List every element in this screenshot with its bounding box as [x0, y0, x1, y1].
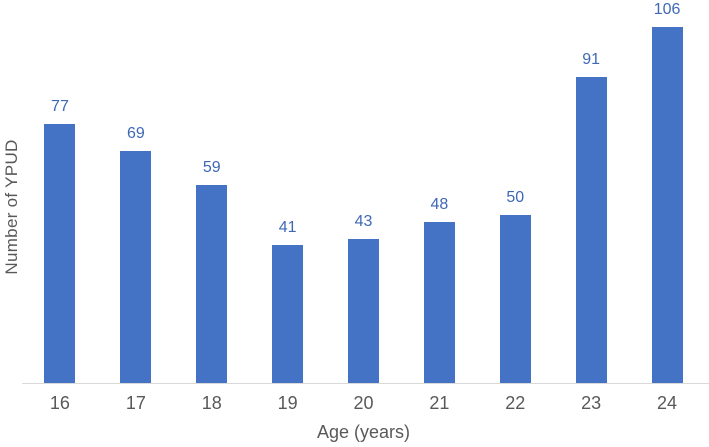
x-tick-label: 18: [201, 393, 222, 413]
bar-slot: 48: [401, 0, 477, 383]
bar: [575, 77, 607, 383]
bar-slot: 41: [250, 0, 326, 383]
bar: [423, 222, 455, 383]
bar-value-label: 48: [430, 196, 449, 213]
bar: [196, 185, 228, 383]
bar: [499, 215, 531, 383]
bar-slot: 69: [98, 0, 174, 383]
bar-value-label: 77: [51, 98, 69, 115]
bar: [272, 245, 304, 383]
bar-value-label: 50: [506, 189, 525, 206]
x-tick-label: 19: [277, 393, 298, 413]
x-axis-ticks: 16 17 18 19 20 21 22 23 24: [22, 393, 705, 414]
bar-value-label: 69: [126, 125, 145, 142]
bar-slot: 59: [174, 0, 250, 383]
x-tick-label: 23: [581, 393, 602, 413]
bar-slot: 43: [326, 0, 402, 383]
bar: [44, 124, 76, 383]
bar-value-label: 43: [354, 213, 373, 230]
x-tick-label: 21: [429, 393, 450, 413]
bar-value-label: 91: [582, 51, 601, 68]
x-tick-label: 20: [353, 393, 374, 413]
bar: [120, 151, 152, 383]
bar-slot: 77: [22, 0, 98, 383]
x-tick-label: 17: [125, 393, 146, 413]
bar-slot: 50: [477, 0, 553, 383]
x-tick-label: 22: [505, 393, 526, 413]
bar-value-label: 41: [278, 219, 297, 236]
plot-area: 77 69 59 41 43 48 50 91 106: [22, 0, 705, 383]
bar-slot: 106: [629, 0, 705, 383]
bar: [348, 239, 379, 383]
x-axis-title: Age (years): [316, 422, 411, 442]
bar-value-label: 59: [202, 159, 221, 176]
bar-value-label: 106: [653, 1, 681, 18]
x-axis-line: [22, 383, 709, 384]
y-axis-title: Number of YPUD: [2, 139, 21, 275]
x-tick-label: 16: [49, 393, 70, 413]
bar-slot: 91: [553, 0, 629, 383]
bar: [651, 27, 683, 383]
x-tick-label: 24: [657, 393, 678, 413]
